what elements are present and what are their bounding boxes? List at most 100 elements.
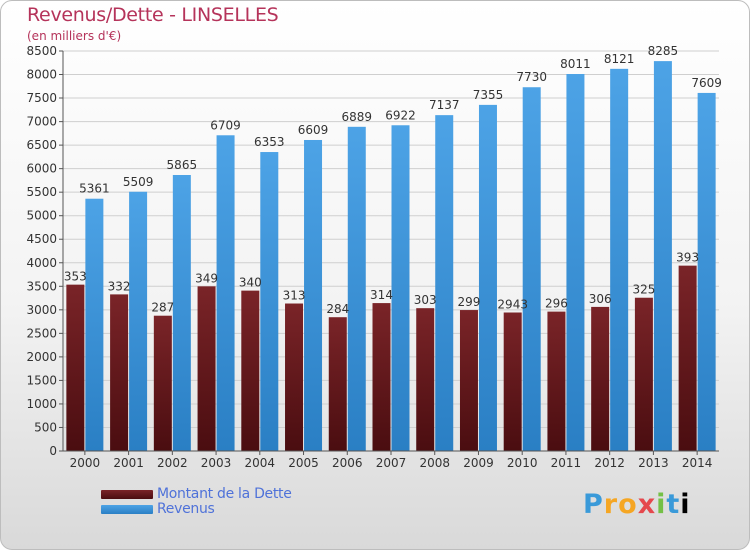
bar-revenus — [260, 152, 279, 452]
legend-label-dette: Montant de la Dette — [157, 486, 292, 502]
y-tick-label: 5500 — [26, 185, 57, 199]
bar-dette — [416, 308, 435, 451]
y-tick-label: 4500 — [26, 232, 57, 246]
axes — [62, 51, 719, 452]
data-label-dette: 393 — [676, 251, 699, 265]
x-tick-label: 2014 — [682, 456, 713, 470]
logo-letter: i — [656, 489, 667, 520]
bar-revenus — [216, 135, 235, 451]
y-tick-label: 1000 — [26, 397, 57, 411]
chart-title: Revenus/Dette - LINSELLES — [27, 4, 279, 26]
data-label-revenus: 7609 — [691, 76, 722, 90]
x-tick-label: 2009 — [463, 456, 494, 470]
x-tick-label: 2005 — [288, 456, 319, 470]
proxiti-logo: Proxiti — [583, 489, 691, 520]
x-tick-label: 2008 — [419, 456, 450, 470]
logo-letter: x — [637, 489, 657, 520]
data-label-dette: 332 — [108, 279, 131, 293]
bar-revenus — [304, 139, 323, 452]
data-label-revenus: 8011 — [560, 57, 591, 71]
data-label-revenus: 8121 — [604, 52, 635, 66]
data-label-dette: 299 — [458, 295, 481, 309]
bar-revenus — [435, 115, 454, 451]
y-tick-label: 4000 — [26, 256, 57, 270]
data-label-dette: 284 — [326, 302, 349, 316]
x-tick-label: 2013 — [638, 456, 669, 470]
y-tick-label: 7000 — [26, 115, 57, 129]
bar-revenus — [566, 74, 585, 451]
data-label-revenus: 5509 — [123, 175, 154, 189]
y-tick-label: 2500 — [26, 326, 57, 340]
data-label-dette: 306 — [589, 292, 612, 306]
data-label-revenus: 7355 — [473, 88, 504, 102]
x-tick-label: 2012 — [594, 456, 625, 470]
legend-label-revenus: Revenus — [157, 501, 215, 517]
y-tick-label: 7500 — [26, 91, 57, 105]
logo-letter: o — [618, 489, 638, 520]
logo-letter: i — [680, 489, 691, 520]
bar-dette — [285, 303, 304, 451]
bar-revenus — [522, 87, 541, 451]
bar-revenus — [653, 61, 672, 451]
data-label-revenus: 6609 — [298, 123, 329, 137]
data-label-revenus: 7137 — [429, 98, 460, 112]
x-tick-label: 2004 — [245, 456, 276, 470]
gridlines — [63, 50, 719, 452]
y-tick-label: 500 — [34, 420, 57, 434]
bar-revenus — [85, 198, 104, 451]
logo-letter: t — [666, 489, 681, 520]
data-label-revenus: 6709 — [210, 118, 241, 132]
y-axis-ticks: 0 500 1000 1500 2000 2500 3000 3500 4000 4500 5000… — [26, 44, 63, 458]
y-tick-label: 0 — [49, 444, 57, 458]
data-label-revenus: 7730 — [516, 70, 547, 84]
data-label-revenus: 5865 — [167, 158, 198, 172]
bar-revenus — [610, 68, 629, 451]
data-label-dette: 314 — [370, 288, 393, 302]
y-tick-label: 6000 — [26, 162, 57, 176]
logo-letter: r — [603, 489, 619, 520]
data-label-revenus: 8285 — [648, 44, 679, 58]
data-label-dette: 287 — [151, 301, 174, 315]
bar-dette — [197, 286, 216, 451]
x-tick-label: 2006 — [332, 456, 363, 470]
bar-revenus — [172, 175, 191, 451]
x-tick-label: 2002 — [157, 456, 188, 470]
bar-dette — [591, 306, 610, 451]
y-tick-label: 6500 — [26, 138, 57, 152]
data-label-dette: 325 — [632, 283, 655, 297]
bar-dette — [110, 294, 129, 451]
legend-swatch-dette — [101, 490, 153, 499]
data-label-dette: 353 — [64, 270, 87, 284]
y-tick-label: 3500 — [26, 279, 57, 293]
x-tick-label: 2010 — [507, 456, 538, 470]
data-label-dette: 296 — [545, 297, 568, 311]
data-labels: 353 5361 332 5509 287 5865 349 6709 340 6353 313 66… — [64, 44, 722, 316]
data-label-dette: 340 — [239, 276, 262, 290]
x-tick-label: 2000 — [70, 456, 101, 470]
bar-dette — [459, 310, 478, 451]
bar-dette — [678, 265, 697, 451]
x-tick-label: 2007 — [376, 456, 407, 470]
bar-revenus — [478, 104, 497, 451]
bar-dette — [241, 290, 260, 451]
y-tick-label: 2000 — [26, 350, 57, 364]
x-tick-label: 2001 — [113, 456, 144, 470]
bar-dette — [328, 317, 347, 451]
bar-revenus — [697, 92, 716, 451]
data-label-dette: 349 — [195, 271, 218, 285]
bar-dette — [547, 311, 566, 451]
data-label-dette: 2943 — [497, 298, 528, 312]
bar-dette — [66, 284, 85, 451]
x-tick-label: 2011 — [551, 456, 582, 470]
bar-revenus — [391, 125, 410, 452]
data-label-dette: 303 — [414, 293, 437, 307]
data-label-dette: 313 — [283, 289, 306, 303]
data-label-revenus: 6922 — [385, 108, 416, 122]
bar-dette — [503, 312, 522, 451]
bar-dette — [153, 315, 172, 451]
logo-letter: P — [583, 489, 604, 520]
data-label-revenus: 6889 — [341, 110, 372, 124]
y-tick-label: 3000 — [26, 303, 57, 317]
x-tick-label: 2003 — [201, 456, 232, 470]
